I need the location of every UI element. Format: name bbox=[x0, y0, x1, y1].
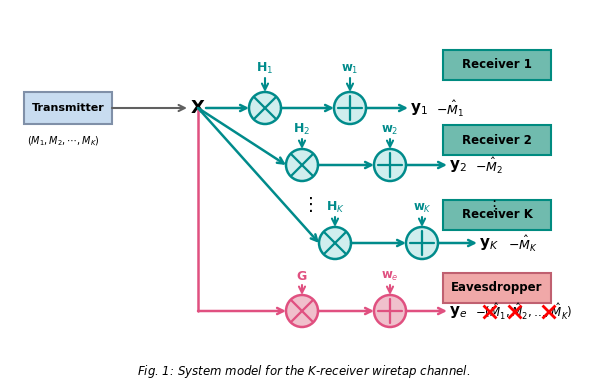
Text: $-\hat{M}_1$: $-\hat{M}_1$ bbox=[436, 99, 464, 119]
Text: $(M_1, M_2, \cdots, M_K)$: $(M_1, M_2, \cdots, M_K)$ bbox=[27, 134, 99, 147]
Circle shape bbox=[334, 92, 366, 124]
Text: $\mathbf{H}_1$: $\mathbf{H}_1$ bbox=[257, 61, 274, 76]
FancyBboxPatch shape bbox=[443, 125, 551, 155]
FancyBboxPatch shape bbox=[443, 50, 551, 80]
Text: $\mathbf{w}_1$: $\mathbf{w}_1$ bbox=[341, 63, 359, 76]
Circle shape bbox=[374, 149, 406, 181]
Text: Receiver 2: Receiver 2 bbox=[462, 134, 532, 147]
Circle shape bbox=[286, 149, 318, 181]
Text: $-(\hat{M}_1, \hat{M}_2, \ldots, \hat{M}_K)$: $-(\hat{M}_1, \hat{M}_2, \ldots, \hat{M}… bbox=[475, 302, 573, 322]
Text: $\mathbf{y}_1$: $\mathbf{y}_1$ bbox=[410, 101, 428, 117]
Text: $-\hat{M}_K$: $-\hat{M}_K$ bbox=[508, 234, 537, 254]
Text: $\vdots$: $\vdots$ bbox=[301, 195, 313, 214]
Text: Transmitter: Transmitter bbox=[32, 103, 105, 113]
Text: $\mathbf{w}_2$: $\mathbf{w}_2$ bbox=[381, 124, 399, 137]
Text: $\mathbf{w}_e$: $\mathbf{w}_e$ bbox=[381, 270, 399, 283]
FancyBboxPatch shape bbox=[24, 92, 112, 124]
Text: $\mathbf{w}_K$: $\mathbf{w}_K$ bbox=[413, 202, 432, 215]
Text: $\mathbf{G}$: $\mathbf{G}$ bbox=[296, 270, 308, 283]
Circle shape bbox=[319, 227, 351, 259]
Text: $\vdots$: $\vdots$ bbox=[486, 198, 496, 214]
Text: $\mathbf{y}_K$: $\mathbf{y}_K$ bbox=[479, 236, 499, 252]
Text: $\mathbf{y}_e$: $\mathbf{y}_e$ bbox=[449, 304, 467, 320]
Circle shape bbox=[374, 295, 406, 327]
Text: $-\hat{M}_2$: $-\hat{M}_2$ bbox=[475, 156, 503, 176]
FancyBboxPatch shape bbox=[443, 273, 551, 303]
Text: $\mathbf{H}_K$: $\mathbf{H}_K$ bbox=[325, 200, 345, 215]
Text: Fig. 1: System model for the $K$-receiver wiretap channel.: Fig. 1: System model for the $K$-receive… bbox=[137, 362, 471, 379]
Circle shape bbox=[249, 92, 281, 124]
Text: $\mathbf{X}$: $\mathbf{X}$ bbox=[190, 99, 206, 117]
Text: Receiver 1: Receiver 1 bbox=[462, 58, 532, 71]
Circle shape bbox=[286, 295, 318, 327]
FancyBboxPatch shape bbox=[443, 200, 551, 230]
Text: Eavesdropper: Eavesdropper bbox=[451, 281, 543, 295]
Circle shape bbox=[406, 227, 438, 259]
Text: $\mathbf{H}_2$: $\mathbf{H}_2$ bbox=[294, 122, 311, 137]
Text: $\mathbf{y}_2$: $\mathbf{y}_2$ bbox=[449, 158, 467, 174]
Text: Receiver K: Receiver K bbox=[461, 209, 533, 222]
